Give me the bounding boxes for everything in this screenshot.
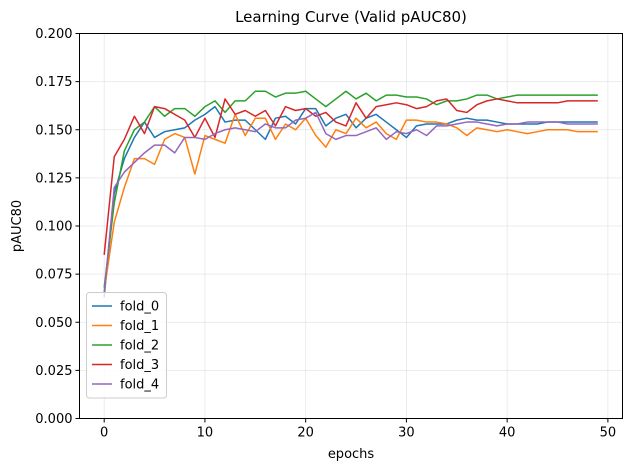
chart-title: Learning Curve (Valid pAUC80) xyxy=(235,8,467,26)
y-tick-label: 0.125 xyxy=(35,171,72,186)
y-tick-label: 0.175 xyxy=(35,75,72,90)
grid xyxy=(79,33,623,419)
legend-box xyxy=(86,292,167,399)
legend-label: fold_4 xyxy=(120,378,159,393)
series-line-fold-4 xyxy=(103,111,598,294)
x-tick-label: 0 xyxy=(100,426,108,441)
y-tick-label: 0.100 xyxy=(35,220,72,235)
y-tick-label: 0.075 xyxy=(35,268,72,283)
y-tick-label: 0.000 xyxy=(35,412,72,427)
y-tick-label: 0.050 xyxy=(35,316,72,331)
x-tick-label: 30 xyxy=(398,426,415,441)
axis-ticks: 0 10 20 30 40 50 0.000 0.025 0.050 0.075 0.100 0.12… xyxy=(35,27,616,441)
x-tick-label: 20 xyxy=(297,426,314,441)
legend-label: fold_0 xyxy=(120,300,159,315)
x-tick-label: 10 xyxy=(197,426,214,441)
x-axis-label: epochs xyxy=(328,447,375,462)
series-line-fold-3 xyxy=(103,98,598,255)
y-tick-label: 0.025 xyxy=(35,364,72,379)
y-tick-label: 0.150 xyxy=(35,123,72,138)
y-axis-label: pAUC80 xyxy=(10,200,25,252)
legend: fold_0 fold_1 fold_2 fold_3 fold_4 xyxy=(86,292,167,399)
y-tick-label: 0.200 xyxy=(35,27,72,42)
series-lines xyxy=(103,90,598,298)
x-tick-label: 50 xyxy=(600,426,617,441)
x-tick-label: 40 xyxy=(499,426,516,441)
legend-label: fold_3 xyxy=(120,358,159,373)
series-line-fold-2 xyxy=(103,90,598,288)
legend-label: fold_2 xyxy=(120,339,159,354)
legend-label: fold_1 xyxy=(120,319,159,334)
series-line-fold-1 xyxy=(103,113,598,292)
